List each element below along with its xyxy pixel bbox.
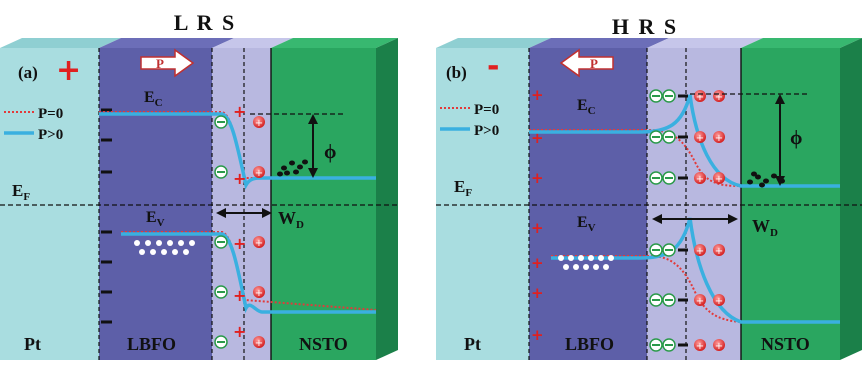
- layer-label-lbfo-b: LBFO: [565, 334, 614, 354]
- svg-text:+: +: [715, 246, 723, 257]
- ev-label-b: EV: [577, 214, 596, 234]
- polarization-arrow-right-a: P: [140, 48, 195, 78]
- wd-label-a: WD: [278, 208, 304, 231]
- svg-text:+: +: [233, 286, 246, 305]
- interface-charges-a: + + + + + + + + + +: [214, 102, 265, 349]
- pt-sign-minus-b: -: [487, 49, 499, 84]
- panel-a-3d-frame: [0, 38, 398, 360]
- layer-label-lbfo-a: LBFO: [127, 334, 176, 354]
- svg-text:+: +: [233, 322, 246, 341]
- svg-text:+: +: [696, 92, 704, 103]
- lbfo-layer-a: [99, 48, 212, 360]
- svg-text:+: +: [696, 341, 704, 352]
- svg-text:+: +: [531, 86, 544, 104]
- legend-b: P=0 P>0: [440, 102, 499, 139]
- pt-electrode-b: [436, 48, 529, 360]
- svg-text:+: +: [233, 169, 246, 188]
- ef-label-a: EF: [12, 181, 30, 203]
- legend-a: P=0 P>0: [4, 106, 63, 143]
- ef-label-b: EF: [454, 177, 472, 199]
- svg-text:+: +: [233, 102, 246, 121]
- svg-text:+: +: [255, 238, 263, 249]
- layer-label-nsto-a: NSTO: [299, 334, 348, 354]
- lbfo-layer-b: [529, 48, 647, 360]
- panel-b-title: H R S: [612, 14, 678, 39]
- interface-region-b: [647, 48, 741, 360]
- nsto-layer-b: [741, 48, 840, 360]
- layer-label-pt-a: Pt: [24, 334, 41, 354]
- panel-a-lrs: L R S (a) + P P=0 P>0: [0, 10, 398, 360]
- svg-text:+: +: [233, 234, 246, 253]
- electrons-b: [747, 171, 785, 188]
- svg-text:+: +: [531, 219, 544, 237]
- electrons-a: [277, 159, 308, 177]
- legend-pgt0-b: P>0: [474, 123, 499, 139]
- ec-label-a: EC: [144, 89, 163, 109]
- svg-text:+: +: [255, 168, 263, 179]
- barrier-height-arrow-a: ϕ: [250, 113, 345, 178]
- ev-curve-p0-b: [551, 255, 840, 323]
- ev-curve-p-b: [551, 217, 840, 324]
- negative-charges-lbfo-a: [101, 108, 112, 324]
- holes-a: [134, 240, 195, 255]
- svg-text:+: +: [255, 338, 263, 349]
- svg-text:+: +: [255, 118, 263, 129]
- interface-charges-b: + + + + + + + + + + + +: [649, 89, 725, 352]
- depletion-width-arrow-a: WD: [216, 208, 304, 231]
- svg-text:+: +: [696, 133, 704, 144]
- svg-text:+: +: [715, 296, 723, 307]
- polarization-arrow-left-b: P: [559, 48, 614, 78]
- legend-p0-b: P=0: [474, 102, 499, 118]
- ec-curve-p0-b: [529, 129, 840, 187]
- panel-a-label: (a): [18, 63, 38, 82]
- phi-label-a: ϕ: [324, 141, 336, 163]
- polarization-label-b: P: [590, 56, 598, 71]
- barrier-height-arrow-b: ϕ: [690, 93, 810, 186]
- ev-curve-p-a: [121, 232, 376, 314]
- ec-label-b: EC: [577, 97, 596, 117]
- pt-electrode-a: [0, 48, 99, 360]
- ec-curve-p-a: [99, 112, 376, 190]
- svg-text:+: +: [255, 288, 263, 299]
- interface-region-a: [212, 48, 271, 360]
- svg-text:+: +: [531, 254, 544, 272]
- polarization-label-a: P: [156, 56, 164, 71]
- phi-label-b: ϕ: [790, 127, 802, 149]
- svg-text:+: +: [715, 341, 723, 352]
- layer-label-pt-b: Pt: [464, 334, 481, 354]
- pt-sign-plus-a: +: [56, 53, 81, 88]
- panel-b-hrs: H R S (b) - P P=0 P>0: [436, 14, 862, 360]
- svg-text:+: +: [715, 174, 723, 185]
- panel-b-label: (b): [446, 63, 467, 82]
- holes-b: [558, 255, 614, 270]
- panel-a-title: L R S: [174, 10, 237, 35]
- svg-text:+: +: [715, 133, 723, 144]
- legend-pgt0-a: P>0: [38, 127, 63, 143]
- layer-label-nsto-b: NSTO: [761, 334, 810, 354]
- panel-b-3d-frame: [436, 38, 862, 360]
- svg-text:+: +: [715, 92, 723, 103]
- svg-text:+: +: [696, 246, 704, 257]
- svg-text:+: +: [696, 296, 704, 307]
- depletion-width-arrow-b: WD: [652, 214, 778, 239]
- nsto-layer-a: [271, 48, 376, 360]
- svg-text:+: +: [531, 169, 544, 187]
- legend-p0-a: P=0: [38, 106, 63, 122]
- ev-label-a: EV: [146, 209, 165, 229]
- svg-text:+: +: [531, 326, 544, 344]
- svg-text:+: +: [531, 284, 544, 302]
- wd-label-b: WD: [752, 216, 778, 239]
- svg-text:+: +: [696, 174, 704, 185]
